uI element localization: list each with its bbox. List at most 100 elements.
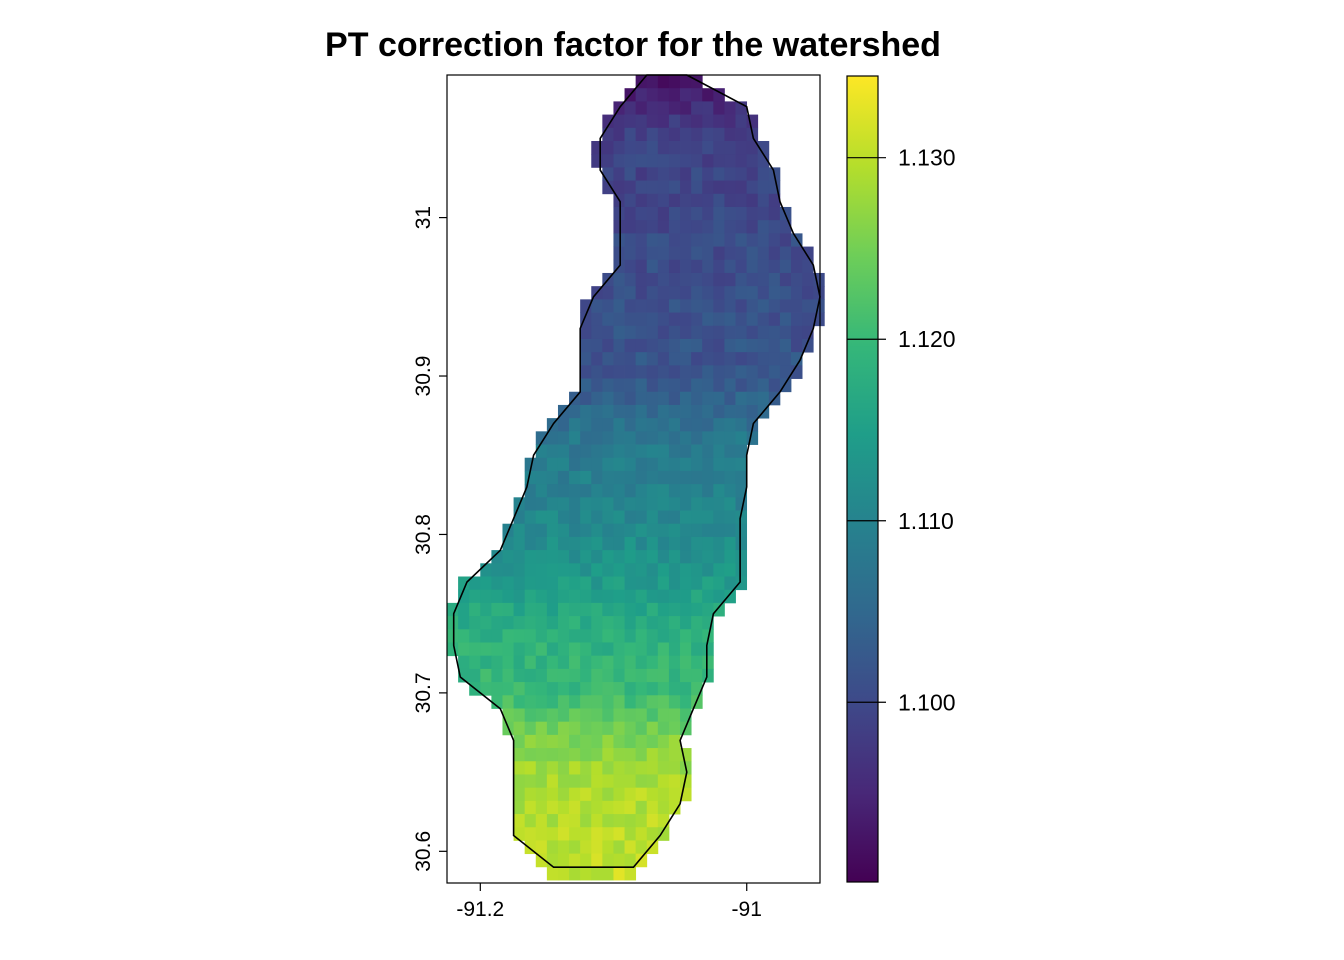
raster-cell [580, 774, 592, 789]
raster-cell [613, 497, 625, 511]
raster-cell [502, 629, 514, 643]
raster-cell [624, 827, 637, 841]
raster-cell [635, 470, 648, 485]
raster-cell [646, 682, 659, 696]
raster-cell [657, 365, 670, 379]
raster-cell [635, 563, 648, 577]
raster-cell [491, 589, 503, 604]
raster-cell [513, 721, 526, 736]
raster-cell [757, 180, 770, 195]
raster-cell [680, 589, 692, 604]
raster-cell [724, 484, 736, 498]
raster-cell [691, 299, 703, 313]
raster-cell [602, 325, 614, 340]
raster-cell [702, 325, 714, 340]
raster-cell [513, 668, 526, 683]
raster-cell [668, 576, 681, 591]
raster-cell [580, 536, 592, 551]
raster-cell [602, 668, 614, 683]
raster-cell [713, 550, 725, 564]
raster-cell [602, 431, 614, 445]
raster-cell [546, 734, 559, 749]
raster-cell [580, 840, 592, 855]
raster-cell [502, 550, 514, 564]
raster-cell [458, 589, 470, 604]
raster-cell [535, 497, 548, 511]
raster-cell [502, 563, 514, 577]
raster-cell [680, 629, 692, 643]
raster-cell [546, 484, 559, 498]
raster-cell [657, 523, 670, 538]
raster-cell [713, 167, 725, 181]
raster-cell [668, 325, 681, 340]
raster-cell [635, 444, 648, 459]
raster-cell [635, 708, 648, 723]
raster-cell [657, 220, 670, 234]
raster-cell [535, 695, 548, 709]
raster-cell [480, 642, 492, 657]
raster-cell [624, 193, 637, 208]
raster-cell [524, 576, 537, 591]
raster-cell [613, 761, 625, 775]
raster-cell [735, 325, 748, 340]
raster-cell [668, 88, 681, 102]
raster-cell [469, 576, 481, 591]
raster-cell [535, 629, 548, 643]
raster-cell [491, 655, 503, 670]
raster-cell [624, 233, 637, 247]
raster-cell [535, 457, 548, 472]
raster-cell [724, 259, 736, 274]
raster-cell [635, 523, 648, 538]
raster-cell [602, 391, 614, 406]
raster-cell [724, 497, 736, 511]
raster-cell [724, 167, 736, 181]
raster-cell [668, 602, 681, 617]
raster-cell [802, 338, 814, 353]
raster-cell [668, 220, 681, 234]
raster-cell [680, 708, 692, 723]
raster-cell [702, 272, 714, 287]
raster-cell [724, 365, 736, 379]
raster-cell [447, 616, 459, 630]
raster-cell [646, 523, 659, 538]
raster-cell [591, 431, 603, 445]
raster-cell [702, 365, 714, 379]
raster-cell [691, 312, 703, 327]
raster-cell [524, 629, 537, 643]
raster-cell [591, 338, 603, 353]
raster-cell [735, 154, 748, 168]
raster-cell [757, 299, 770, 313]
raster-cell [602, 827, 614, 841]
raster-cell [569, 404, 581, 419]
raster-cell [680, 259, 692, 274]
raster-cell [635, 404, 648, 419]
raster-cell [702, 589, 714, 604]
raster-cell [613, 325, 625, 340]
raster-cell [657, 325, 670, 340]
raster-cell [569, 642, 581, 657]
raster-cell [646, 629, 659, 643]
raster-cell [535, 484, 548, 498]
raster-cell [746, 378, 759, 393]
raster-cell [524, 655, 537, 670]
raster-cell [524, 787, 537, 802]
raster-cell [702, 602, 714, 617]
raster-cell [724, 589, 736, 604]
raster-cell [513, 655, 526, 670]
raster-cell [602, 154, 614, 168]
raster-cell [668, 444, 681, 459]
raster-cell [713, 391, 725, 406]
raster-cell [668, 180, 681, 195]
raster-cell [524, 536, 537, 551]
raster-cell [546, 576, 559, 591]
raster-cell [646, 444, 659, 459]
raster-cell [779, 259, 792, 274]
raster-cell [624, 748, 637, 762]
raster-cell [735, 484, 748, 498]
raster-cell [802, 246, 814, 261]
raster-cell [713, 338, 725, 353]
raster-cell [702, 220, 714, 234]
raster-cell [646, 286, 659, 300]
raster-cell [613, 180, 625, 195]
raster-cell [546, 431, 559, 445]
